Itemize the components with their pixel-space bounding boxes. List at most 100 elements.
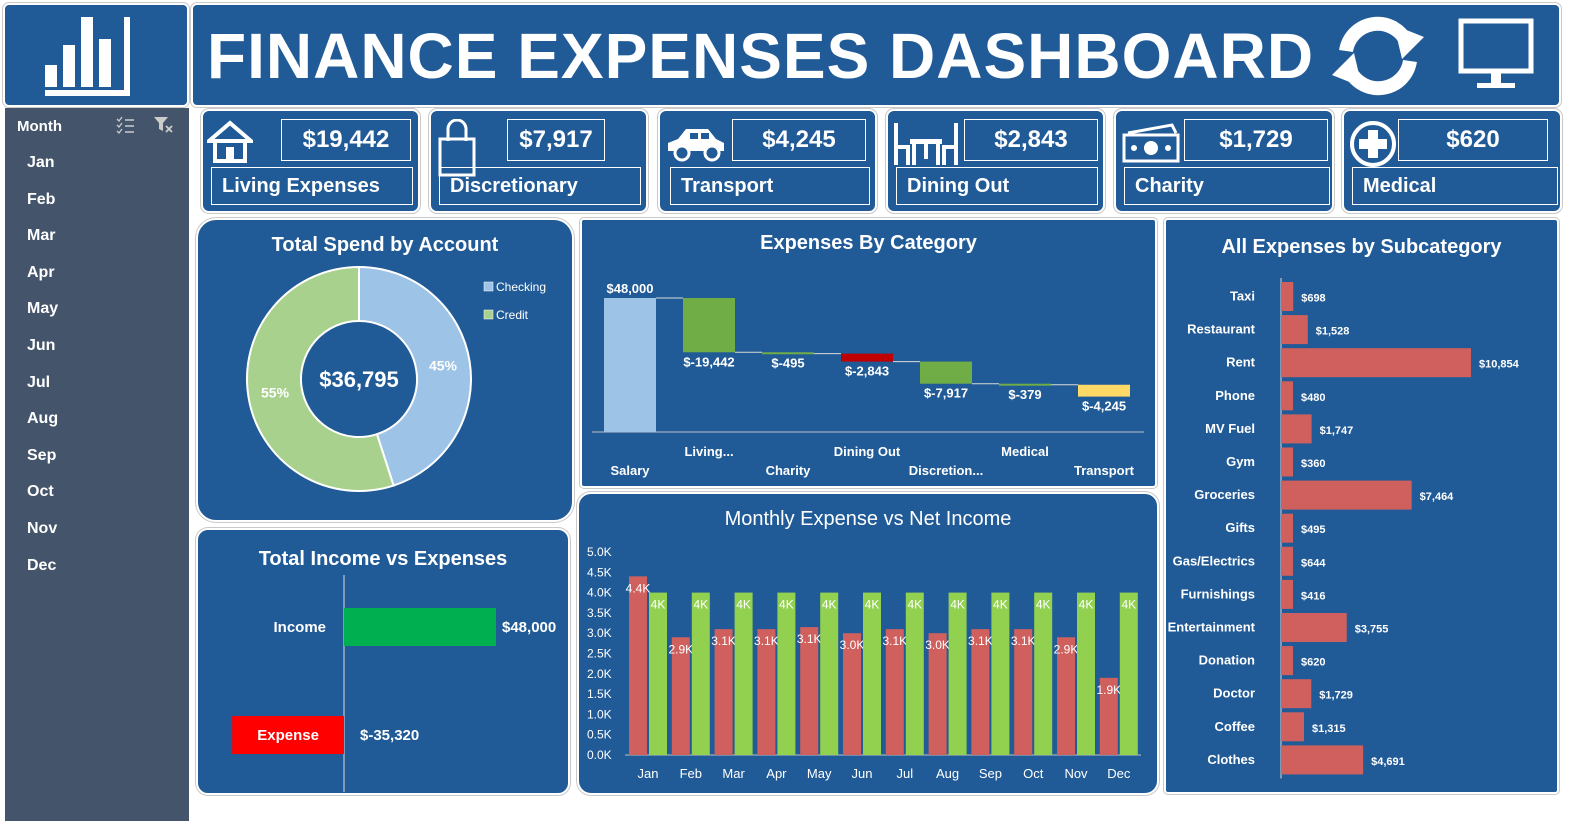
bar[interactable] xyxy=(843,633,861,755)
bar[interactable] xyxy=(1281,480,1412,510)
bar[interactable] xyxy=(691,592,710,755)
bar[interactable] xyxy=(885,629,904,755)
month-item-may[interactable]: May xyxy=(27,300,59,318)
waterfall-bar[interactable] xyxy=(841,353,893,362)
category-label: Clothes xyxy=(1207,752,1255,767)
pie-slice-credit[interactable] xyxy=(245,265,395,492)
kpi-card-discretionary: $7,917 Discretionary xyxy=(429,109,648,213)
data-label: 4K xyxy=(651,598,666,612)
multi-select-icon[interactable] xyxy=(115,116,135,134)
kpi-value: $2,843 xyxy=(964,119,1098,161)
bar[interactable] xyxy=(1014,629,1033,755)
bar[interactable] xyxy=(991,592,1010,755)
bar[interactable] xyxy=(1281,348,1471,378)
bar[interactable] xyxy=(820,592,839,755)
x-tick-label: Dec xyxy=(1107,766,1131,781)
bar[interactable] xyxy=(1281,745,1364,775)
bar[interactable] xyxy=(1281,679,1312,709)
month-item-jun[interactable]: Jun xyxy=(27,337,56,354)
clear-filter-icon[interactable] xyxy=(153,115,175,135)
waterfall-bar[interactable] xyxy=(683,298,735,353)
y-tick-label: 3.0K xyxy=(587,626,612,640)
kpi-label: Medical xyxy=(1352,167,1558,205)
data-label: 4K xyxy=(1121,598,1136,612)
slicer-header: Month xyxy=(17,118,62,135)
bar[interactable] xyxy=(948,592,967,755)
bar[interactable] xyxy=(1281,315,1308,345)
bar[interactable] xyxy=(1281,613,1347,642)
data-label: $1,747 xyxy=(1320,425,1354,437)
bar[interactable] xyxy=(1281,579,1293,609)
bar[interactable] xyxy=(1119,592,1138,755)
y-tick-label: 5.0K xyxy=(587,545,612,559)
bar[interactable] xyxy=(1057,637,1075,755)
bar[interactable] xyxy=(1281,513,1293,543)
month-item-aug[interactable]: Aug xyxy=(27,410,59,428)
bar[interactable] xyxy=(1281,414,1312,444)
bar[interactable] xyxy=(1281,712,1305,742)
category-label: Salary xyxy=(610,463,650,478)
category-label: Gas/Electrics xyxy=(1173,553,1255,568)
kpi-value: $620 xyxy=(1398,119,1548,161)
data-label: $1,528 xyxy=(1316,326,1350,338)
data-label: 4K xyxy=(1036,598,1051,612)
bar[interactable] xyxy=(863,592,881,755)
month-item-oct[interactable]: Oct xyxy=(27,483,54,501)
month-item-apr[interactable]: Apr xyxy=(27,263,55,281)
refresh-icon[interactable] xyxy=(1328,11,1428,101)
bar[interactable] xyxy=(928,633,947,755)
bar[interactable] xyxy=(800,627,819,755)
data-label: 4K xyxy=(993,598,1008,612)
data-label: 3.1K xyxy=(797,632,822,646)
data-label: $360 xyxy=(1301,458,1325,470)
data-label: 3.1K xyxy=(882,634,907,648)
month-item-feb[interactable]: Feb xyxy=(27,190,56,208)
bar[interactable] xyxy=(1099,677,1118,755)
table-chairs-icon xyxy=(892,119,960,174)
bar[interactable] xyxy=(649,592,667,755)
waterfall-bar[interactable] xyxy=(604,298,656,432)
category-label: Taxi xyxy=(1230,289,1255,304)
category-label: Income xyxy=(273,619,326,636)
month-item-nov[interactable]: Nov xyxy=(27,520,58,537)
legend-swatch xyxy=(483,281,494,292)
monitor-icon[interactable] xyxy=(1453,11,1543,101)
bar[interactable] xyxy=(1281,447,1293,477)
bar[interactable] xyxy=(1077,592,1095,755)
data-label: 4K xyxy=(907,598,922,612)
waterfall-bar[interactable] xyxy=(762,352,814,355)
month-item-jan[interactable]: Jan xyxy=(27,154,55,171)
waterfall-bar[interactable] xyxy=(999,383,1051,386)
bar[interactable] xyxy=(714,629,733,755)
month-item-sep[interactable]: Sep xyxy=(27,446,57,464)
data-label: $-495 xyxy=(771,356,804,371)
month-item-mar[interactable]: Mar xyxy=(27,227,56,245)
bar-expense[interactable] xyxy=(232,716,344,754)
pie-slice-checking[interactable] xyxy=(358,265,472,487)
data-label: $1,729 xyxy=(1319,690,1353,702)
bar[interactable] xyxy=(734,592,753,755)
category-label: Living... xyxy=(684,444,733,459)
waterfall-bar[interactable] xyxy=(1078,384,1130,397)
bar[interactable] xyxy=(971,629,990,755)
data-label: 4K xyxy=(736,598,751,612)
category-label: Gifts xyxy=(1225,520,1255,535)
month-item-jul[interactable]: Jul xyxy=(27,373,51,391)
bar[interactable] xyxy=(1281,646,1293,676)
category-label: MV Fuel xyxy=(1205,421,1255,436)
month-item-dec[interactable]: Dec xyxy=(27,556,57,574)
bar[interactable] xyxy=(1281,546,1293,576)
bar[interactable] xyxy=(629,576,647,755)
car-icon xyxy=(664,119,728,170)
data-label: $48,000 xyxy=(607,281,654,296)
bar[interactable] xyxy=(1034,592,1053,755)
bar[interactable] xyxy=(905,592,924,755)
bar[interactable] xyxy=(777,592,796,755)
waterfall-bar[interactable] xyxy=(920,361,972,384)
bar[interactable] xyxy=(1281,381,1293,411)
bar[interactable] xyxy=(1281,282,1294,311)
bar-income[interactable] xyxy=(344,608,496,646)
bar[interactable] xyxy=(757,629,776,755)
legend-entry: Checking xyxy=(496,280,546,294)
bar[interactable] xyxy=(671,637,690,755)
